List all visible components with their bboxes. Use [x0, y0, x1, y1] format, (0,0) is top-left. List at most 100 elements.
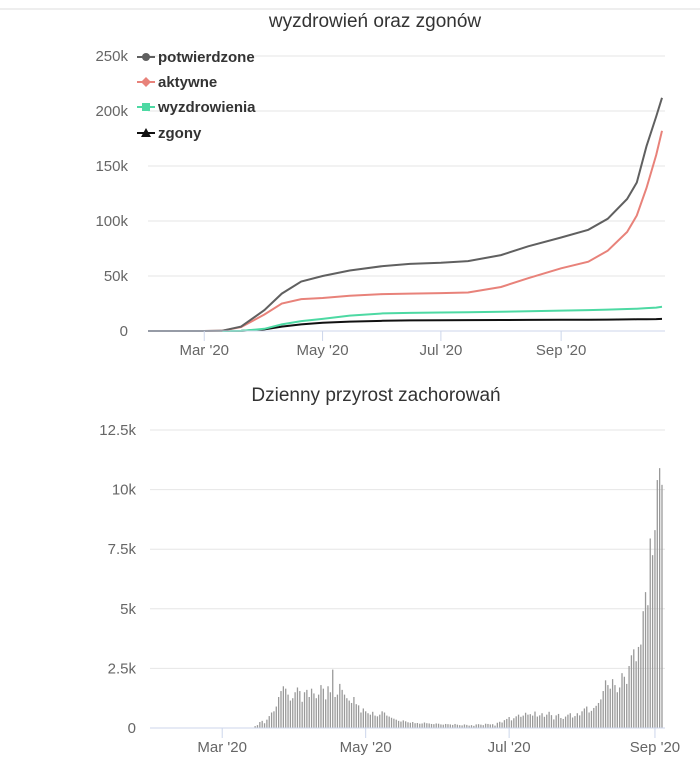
- daily-bar[interactable]: [487, 723, 489, 728]
- daily-bar[interactable]: [266, 719, 268, 728]
- daily-bar[interactable]: [433, 724, 435, 728]
- daily-bar[interactable]: [261, 720, 263, 728]
- daily-bar[interactable]: [416, 722, 419, 728]
- daily-bar[interactable]: [642, 611, 644, 728]
- daily-bar[interactable]: [527, 714, 529, 728]
- daily-bar[interactable]: [590, 710, 593, 728]
- daily-bar[interactable]: [350, 702, 353, 728]
- daily-bar[interactable]: [571, 717, 574, 728]
- daily-bar[interactable]: [569, 713, 571, 728]
- daily-bar[interactable]: [454, 723, 456, 728]
- daily-bar[interactable]: [332, 669, 334, 728]
- daily-bar[interactable]: [597, 702, 600, 728]
- daily-bar[interactable]: [480, 724, 482, 728]
- daily-bar[interactable]: [383, 712, 386, 729]
- daily-bar[interactable]: [546, 714, 548, 728]
- series-line-aktywne[interactable]: [148, 130, 663, 332]
- daily-bar[interactable]: [600, 699, 602, 728]
- daily-bar[interactable]: [499, 721, 501, 728]
- daily-bar[interactable]: [447, 724, 449, 728]
- daily-bar[interactable]: [659, 468, 661, 728]
- daily-bar[interactable]: [543, 716, 546, 728]
- daily-bar[interactable]: [346, 698, 348, 728]
- daily-bar[interactable]: [564, 716, 567, 728]
- daily-bar[interactable]: [320, 685, 322, 728]
- daily-bar[interactable]: [508, 717, 510, 728]
- daily-bar[interactable]: [534, 711, 536, 728]
- daily-bar[interactable]: [268, 716, 270, 728]
- daily-bar[interactable]: [496, 722, 499, 728]
- daily-bar[interactable]: [379, 714, 381, 728]
- daily-bar[interactable]: [463, 724, 466, 728]
- daily-bar[interactable]: [310, 688, 313, 728]
- daily-bar[interactable]: [541, 713, 543, 728]
- daily-bar[interactable]: [492, 724, 494, 728]
- series-line-wyzdrowienia[interactable]: [148, 305, 663, 332]
- daily-bar[interactable]: [397, 720, 400, 728]
- daily-bar[interactable]: [409, 722, 411, 728]
- daily-bar[interactable]: [430, 723, 433, 728]
- daily-bar[interactable]: [278, 697, 280, 728]
- daily-bar[interactable]: [649, 538, 651, 728]
- daily-bar[interactable]: [449, 724, 451, 728]
- daily-bar[interactable]: [263, 723, 266, 728]
- daily-bar[interactable]: [539, 715, 541, 728]
- daily-bar[interactable]: [588, 712, 590, 729]
- daily-bar[interactable]: [386, 715, 388, 728]
- daily-bar[interactable]: [522, 715, 524, 728]
- daily-bar[interactable]: [254, 726, 256, 728]
- daily-bar[interactable]: [393, 718, 395, 728]
- daily-bar[interactable]: [611, 679, 614, 728]
- daily-bar[interactable]: [402, 720, 404, 728]
- daily-bar[interactable]: [626, 683, 628, 728]
- daily-bar[interactable]: [656, 480, 658, 728]
- daily-bar[interactable]: [609, 688, 611, 728]
- daily-bar[interactable]: [593, 707, 595, 728]
- series-line-potwierdzone[interactable]: [148, 97, 663, 332]
- daily-bar[interactable]: [395, 719, 397, 728]
- daily-bar[interactable]: [548, 711, 550, 728]
- daily-bar[interactable]: [315, 698, 317, 728]
- daily-bar[interactable]: [607, 685, 609, 728]
- daily-bar[interactable]: [661, 484, 663, 728]
- daily-bar[interactable]: [325, 699, 327, 728]
- daily-bar[interactable]: [369, 714, 372, 728]
- daily-bar[interactable]: [520, 716, 522, 728]
- daily-bar[interactable]: [616, 692, 618, 728]
- daily-bar[interactable]: [583, 708, 586, 728]
- daily-bar[interactable]: [579, 715, 581, 728]
- daily-bar[interactable]: [336, 694, 339, 728]
- daily-bar[interactable]: [494, 725, 496, 728]
- daily-bar[interactable]: [374, 715, 376, 728]
- daily-bar[interactable]: [550, 715, 553, 728]
- daily-bar[interactable]: [355, 704, 357, 728]
- daily-bar[interactable]: [456, 724, 459, 728]
- daily-bar[interactable]: [407, 722, 409, 728]
- daily-bar[interactable]: [327, 686, 329, 728]
- daily-bar[interactable]: [630, 655, 633, 728]
- daily-bar[interactable]: [440, 724, 442, 728]
- daily-bar[interactable]: [270, 712, 273, 729]
- daily-bar[interactable]: [343, 694, 346, 728]
- daily-bar[interactable]: [280, 691, 282, 728]
- daily-bar[interactable]: [614, 685, 616, 728]
- daily-bar[interactable]: [647, 605, 649, 728]
- daily-bar[interactable]: [423, 722, 426, 728]
- legend-item-aktywne[interactable]: aktywne: [137, 74, 217, 91]
- daily-bar[interactable]: [372, 711, 374, 728]
- daily-bar[interactable]: [501, 722, 503, 728]
- daily-bar[interactable]: [628, 666, 630, 728]
- daily-bar[interactable]: [419, 723, 421, 728]
- daily-bar[interactable]: [581, 711, 583, 728]
- daily-bar[interactable]: [317, 694, 320, 728]
- daily-bar[interactable]: [437, 723, 440, 728]
- daily-bar[interactable]: [473, 725, 475, 728]
- daily-bar[interactable]: [517, 714, 520, 728]
- daily-bar[interactable]: [595, 705, 597, 728]
- daily-bar[interactable]: [294, 692, 296, 728]
- daily-bar[interactable]: [602, 691, 604, 728]
- daily-bar[interactable]: [651, 555, 654, 728]
- daily-bar[interactable]: [365, 711, 367, 728]
- daily-bar[interactable]: [553, 719, 555, 728]
- daily-bar[interactable]: [489, 724, 491, 728]
